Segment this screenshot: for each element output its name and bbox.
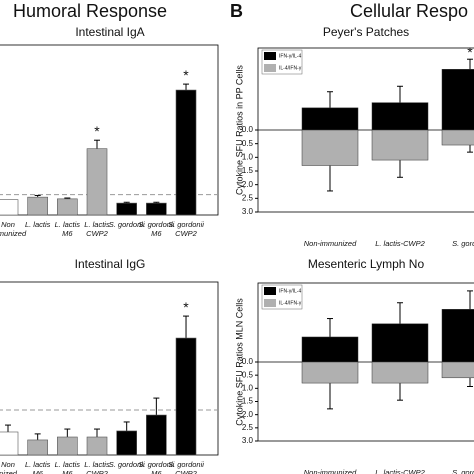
bar [146,414,167,456]
x-tick-label: S. gordonii [109,220,145,229]
panel-label: B [230,1,243,21]
x-tick-label: Non-immunized [304,239,357,248]
x-tick-label: L. lactis [84,460,110,469]
legend-box [261,284,303,310]
legend-label: IFN-γ/IL-4 [279,288,301,294]
x-tick-label: M6 [151,229,162,238]
bar [301,129,359,166]
bar [441,309,474,363]
legend-swatch [264,64,276,72]
bar [371,323,429,363]
x-tick-label: M6 [151,469,162,474]
bar [116,202,137,216]
chart-title: Mesenteric Lymph No [308,257,425,271]
x-tick-label: L. lactis [25,460,51,469]
x-tick-label: CWP2 [175,469,197,474]
y-tick-label: 0.0 [242,125,254,134]
x-tick-label: M6 [62,229,73,238]
x-tick-label: S. gordonii [138,460,174,469]
x-tick-label: Non-immunized [304,468,357,474]
y-tick-label: 0.5 [242,139,254,148]
x-tick-label: L. lactis-CWP2 [375,239,425,248]
bar [371,102,429,131]
header-right: Cellular Respo [350,1,468,21]
bar [146,202,167,216]
y-tick-label: 3.0 [242,436,254,445]
legend-box [261,49,303,75]
bar [116,430,137,456]
x-tick-label: M6 [32,469,43,474]
x-tick-label: S. gordonii [168,460,204,469]
bar [175,89,197,216]
x-tick-label: S. gordonii [452,468,474,474]
legend-label: IFN-γ/IL-4 [279,53,301,59]
significance-star: * [183,299,189,315]
bar [57,198,78,216]
x-tick-label: L. lactis [55,460,81,469]
y-tick-label: 1.0 [242,152,254,161]
x-tick-label: S. gordonii [109,460,145,469]
x-tick-label: CWP2 [86,229,108,238]
y-tick-label: 2.0 [242,180,254,189]
bar [301,336,359,363]
x-tick-label: M6 [62,469,73,474]
bar [86,436,108,456]
x-tick-label: immunized [0,229,27,238]
y-tick-label: 0.5 [242,370,254,379]
legend-swatch [264,52,276,60]
x-tick-label: nized [0,469,18,474]
bar [175,337,197,456]
x-tick-label: Non [1,220,15,229]
bar [301,107,359,131]
y-tick-label: 2.0 [242,410,254,419]
plot-frame [0,281,219,456]
legend-swatch [264,299,276,307]
chart-title: Intestinal IgG [75,257,146,271]
bar [371,361,429,384]
x-tick-label: L. lactis-CWP2 [375,468,425,474]
y-tick-label: 1.5 [242,397,254,406]
legend-label: IL-4/IFN-γ [279,300,302,306]
bar [441,361,474,379]
bar [0,431,19,456]
x-tick-label: S. gordonii [138,220,174,229]
bar [371,129,429,161]
bar [0,199,19,216]
x-tick-label: S. gordonii [168,220,204,229]
chart-title: Intestinal IgA [75,25,144,39]
x-tick-label: L. lactis [84,220,110,229]
header-left: Humoral Response [13,1,167,21]
y-tick-label: 0.0 [242,357,254,366]
y-tick-label: 2.5 [242,193,254,202]
bar [441,69,474,131]
legend-swatch [264,287,276,295]
significance-star: * [94,123,100,139]
bar [57,436,78,456]
x-tick-label: CWP2 [175,229,197,238]
y-axis-label: Cytokine SFU Ratios in PP Cells [234,65,244,195]
plot-frame [0,44,219,216]
significance-star: * [467,44,473,60]
bar [27,439,48,456]
bar [27,196,48,216]
y-tick-label: 2.5 [242,423,254,432]
significance-star: * [183,67,189,83]
x-tick-label: L. lactis [55,220,81,229]
x-tick-label: CWP2 [86,469,108,474]
y-axis-label: Cytokine SFU Ratios MLN Cells [234,298,244,426]
bar [301,361,359,384]
x-tick-label: S. gordonii [452,239,474,248]
y-tick-label: 3.0 [242,207,254,216]
bar [86,148,108,216]
y-tick-label: 1.0 [242,383,254,392]
y-tick-label: 1.5 [242,166,254,175]
legend-label: IL-4/IFN-γ [279,65,302,71]
chart-title: Peyer's Patches [323,25,409,39]
x-tick-label: Non [1,460,15,469]
bar [441,129,474,146]
x-tick-label: L. lactis [25,220,51,229]
